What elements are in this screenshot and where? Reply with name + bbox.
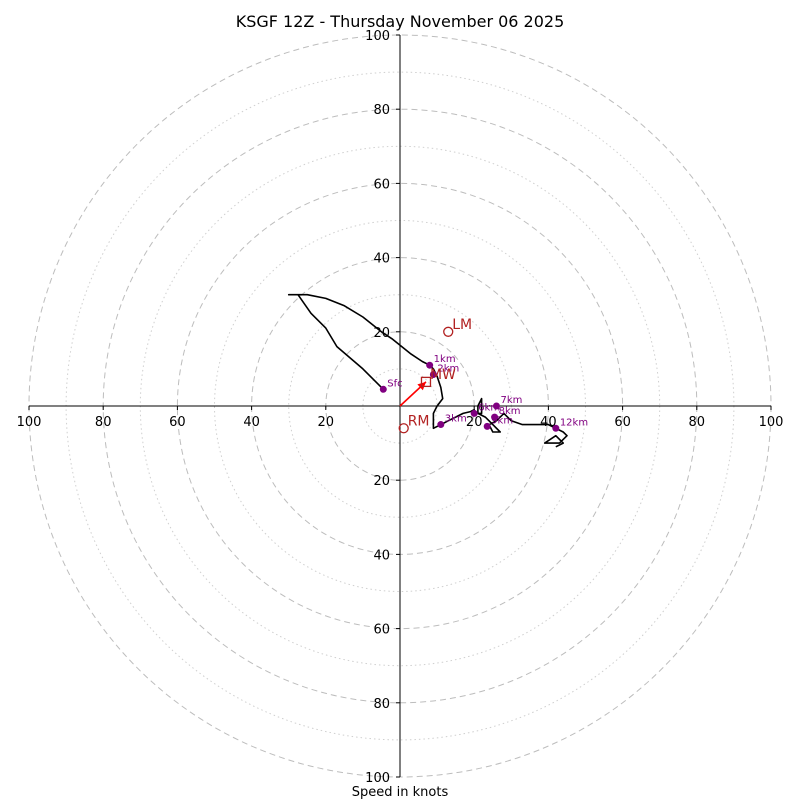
y-tick-label: 100 [365, 771, 390, 786]
x-axis-label: Speed in knots [352, 785, 449, 800]
height-marker-label: 6km [478, 402, 500, 413]
hodograph-line [287, 293, 568, 448]
y-tick-label: 100 [365, 29, 390, 44]
y-tick-label: 80 [373, 697, 390, 712]
height-marker-dot [483, 422, 491, 430]
storm-motion-label: RM [408, 413, 430, 429]
storm-motion-marker [398, 423, 409, 434]
x-tick-label: 80 [689, 415, 706, 430]
height-marker-dot [379, 385, 387, 393]
height-marker-dot [492, 402, 500, 410]
height-marker-label: 3km [445, 414, 467, 425]
height-marker-label: 9km [491, 415, 513, 426]
x-tick-label: 100 [759, 415, 784, 430]
height-marker-dot [491, 413, 499, 421]
chart-title: KSGF 12Z - Thursday November 06 2025 [236, 12, 565, 31]
storm-motion-label: LM [452, 317, 472, 333]
height-marker-label: 7km [500, 395, 522, 406]
tick-labels: 100 80 60 40 20 20 40 60 80 100 100 80 60 40 20 20 40 60 8… [17, 29, 784, 786]
x-tick-label: 60 [169, 415, 186, 430]
height-marker-label: Sfc [387, 378, 402, 389]
y-tick-label: 40 [373, 548, 390, 563]
x-tick-label: 60 [614, 415, 631, 430]
storm-motion-markers: LM RM MW [398, 317, 472, 434]
y-tick-label: 60 [373, 177, 390, 192]
height-marker-dot [426, 361, 434, 369]
x-tick-label: 40 [243, 415, 260, 430]
height-marker-dot [470, 409, 478, 417]
y-tick-label: 20 [373, 326, 390, 341]
x-tick-label: 40 [540, 415, 557, 430]
height-marker-label: 8km [499, 406, 521, 417]
height-marker-dot [437, 421, 445, 429]
height-marker-label: 1km [434, 354, 456, 365]
x-tick-label: 100 [17, 415, 42, 430]
y-tick-label: 60 [373, 623, 390, 638]
height-marker-dot [552, 424, 560, 432]
y-tick-label: 20 [373, 474, 390, 489]
storm-motion-label: MW [430, 367, 456, 383]
height-marker-label: 12km [560, 417, 588, 428]
x-tick-label: 20 [466, 415, 483, 430]
x-tick-label: 80 [95, 415, 112, 430]
storm-motion-marker [443, 326, 454, 337]
x-tick-label: 20 [318, 415, 335, 430]
height-marker-label: 2km [437, 363, 459, 374]
y-tick-label: 40 [373, 252, 390, 267]
height-marker-dot [429, 370, 437, 378]
y-tick-label: 80 [373, 103, 390, 118]
mean-wind-marker [420, 376, 432, 388]
